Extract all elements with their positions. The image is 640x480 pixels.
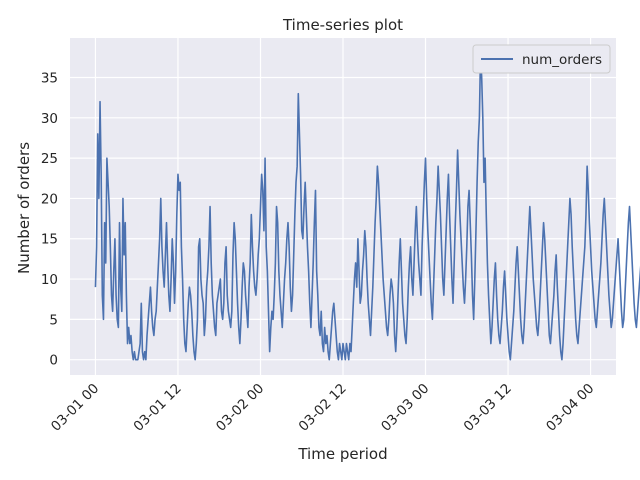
legend-box (472, 44, 611, 74)
chart-title: Time-series plot (282, 16, 403, 34)
y-tick-label: 25 (41, 151, 58, 167)
x-tick-label: 03-03 00 (378, 381, 432, 435)
legend: num_orders (472, 44, 611, 74)
x-tick-label: 03-02 12 (296, 381, 350, 435)
series-line-num_orders (94, 52, 640, 361)
legend-label: num_orders (522, 52, 602, 68)
y-tick-label: 5 (49, 312, 58, 328)
y-tick-label: 0 (49, 353, 58, 369)
y-axis-label: Number of orders (15, 142, 33, 274)
y-tick-label: 15 (41, 232, 58, 248)
y-tick-label: 20 (41, 191, 58, 207)
x-tick-label: 03-01 12 (131, 381, 185, 435)
x-tick-label: 03-03 12 (461, 381, 515, 435)
y-tick-label: 35 (41, 71, 58, 87)
x-tick-label: 03-01 00 (48, 381, 102, 435)
y-tick-label: 10 (41, 272, 58, 288)
x-tick-label: 03-04 00 (543, 381, 597, 435)
series-layer (94, 52, 640, 361)
x-axis-label: Time period (297, 445, 387, 463)
x-tick-label: 03-02 00 (213, 381, 267, 435)
y-tick-label: 30 (41, 111, 58, 127)
